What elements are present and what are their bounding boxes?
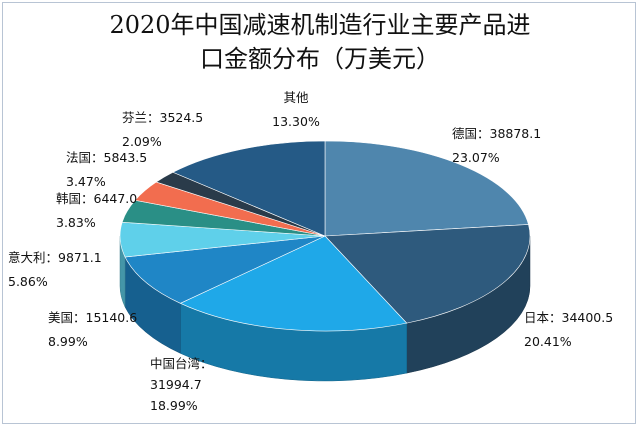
data-label-percent-7: 2.09% xyxy=(122,134,162,149)
pie-slice-2 xyxy=(179,235,408,332)
chart-title-line-1: 2020年中国减速机制造行业主要产品进 xyxy=(109,11,531,39)
data-label-percent-3: 8.99% xyxy=(48,334,88,349)
chart-title: 2020年中国减速机制造行业主要产品进 口金额分布（万美元） xyxy=(0,8,640,76)
pie-slice-3 xyxy=(124,235,326,304)
data-label-name-1: 日本：34400.5 xyxy=(524,310,613,325)
data-label-percent-0: 23.07% xyxy=(452,150,500,165)
data-label-name-8: 其他 xyxy=(283,90,309,105)
chart-title-line-2: 口金额分布（万美元） xyxy=(200,45,440,73)
data-label-percent-1: 20.41% xyxy=(524,334,572,349)
data-label-value-2: 31994.7 xyxy=(150,377,202,392)
pie-slice-8 xyxy=(172,140,326,237)
data-label-name-5: 韩国：6447.0 xyxy=(56,191,137,206)
data-label-percent-5: 3.83% xyxy=(56,215,96,230)
data-label-percent-8: 13.30% xyxy=(272,114,320,129)
data-label-name-2: 中国台湾： xyxy=(150,356,213,371)
pie-labels: 德国：38878.1 23.07% 日本：34400.5 20.41% 中国台湾： 319… xyxy=(8,90,613,413)
data-label-name-3: 美国：15140.6 xyxy=(48,310,137,325)
pie-slice-0 xyxy=(324,140,529,237)
data-label-name-4: 意大利：9871.1 xyxy=(8,250,102,265)
data-label-percent-4: 5.86% xyxy=(8,274,48,289)
pie-top xyxy=(119,140,531,332)
data-label-percent-2: 18.99% xyxy=(150,398,198,413)
data-label-name-0: 德国：38878.1 xyxy=(452,126,541,141)
data-label-percent-6: 3.47% xyxy=(66,174,106,189)
data-label-name-6: 法国：5843.5 xyxy=(66,150,147,165)
pie-slice-1 xyxy=(324,224,531,324)
data-label-name-7: 芬兰：3524.5 xyxy=(122,110,203,125)
